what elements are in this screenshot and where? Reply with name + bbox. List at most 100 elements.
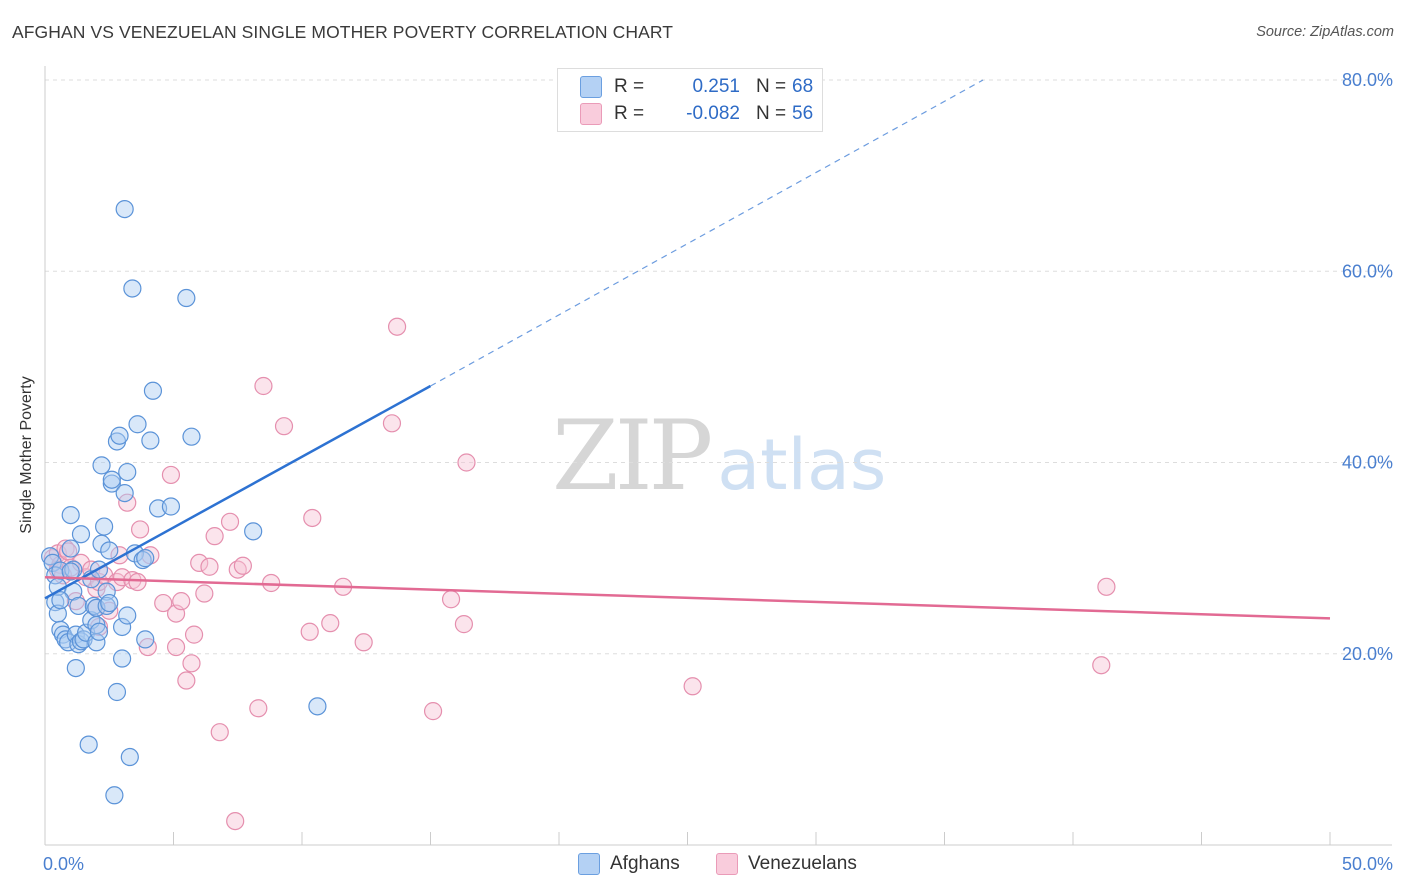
- venezuelan-point: [249, 699, 268, 718]
- afghan-point: [244, 522, 263, 541]
- venezuelan-point: [130, 520, 150, 539]
- venezuelan-point: [354, 633, 373, 652]
- afghan-point: [105, 786, 124, 805]
- afghan-point: [95, 517, 114, 536]
- venezuelan-trend-line: [44, 576, 1331, 620]
- afghan-point: [143, 381, 163, 400]
- afghan-point: [123, 279, 142, 298]
- afghan-point: [112, 649, 132, 668]
- venezuelan-point: [300, 622, 319, 641]
- afghan-point: [161, 497, 181, 516]
- afghan-point: [71, 632, 91, 651]
- venezuelan-point: [205, 527, 224, 546]
- afghan-point: [136, 549, 155, 568]
- afghan-point: [100, 541, 119, 560]
- venezuelan-point: [423, 702, 443, 721]
- venezuelan-point: [441, 590, 461, 609]
- venezuelan-point: [177, 671, 196, 690]
- venezuelan-point: [56, 539, 75, 558]
- afghan-point: [100, 593, 119, 613]
- afghan-point: [102, 474, 121, 493]
- afghan-point: [61, 562, 80, 581]
- venezuelan-point: [154, 593, 173, 613]
- afghan-point: [79, 735, 98, 754]
- venezuelan-point: [172, 592, 191, 611]
- chart-title: AFGHAN VS VENEZUELAN SINGLE MOTHER POVER…: [12, 22, 674, 42]
- venezuelan-point: [190, 553, 209, 573]
- afghan-point: [115, 484, 134, 503]
- afghan-point: [66, 658, 85, 678]
- afghan-point: [118, 606, 137, 625]
- venezuelan-point: [254, 376, 273, 396]
- afghan-point: [141, 431, 160, 450]
- y-tick-label: 20.0%: [1342, 644, 1393, 664]
- afghan-point: [308, 697, 327, 716]
- afghan-point: [89, 622, 109, 641]
- afghan-point: [120, 747, 139, 767]
- venezuelan-point: [161, 465, 181, 485]
- afghan-point: [61, 505, 80, 525]
- venezuelans-r-label: R =: [614, 103, 645, 124]
- afghan-point: [69, 596, 88, 616]
- venezuelan-point: [61, 558, 80, 577]
- bottom-afghans-label: Afghans: [610, 853, 680, 874]
- afghan-point: [61, 539, 80, 558]
- venezuelan-point: [184, 625, 204, 644]
- afghan-point: [133, 550, 152, 570]
- afghan-point: [177, 288, 196, 308]
- venezuelans-swatch: [580, 103, 602, 125]
- afghan-point: [97, 582, 116, 601]
- afghan-point: [115, 199, 134, 219]
- venezuelan-point: [200, 557, 219, 576]
- venezuelans-n-label: N =: [756, 103, 787, 124]
- venezuelan-point: [321, 614, 340, 633]
- venezuelan-point: [210, 723, 229, 742]
- afghan-point: [112, 617, 132, 637]
- venezuelan-point: [182, 654, 201, 673]
- stats-legend: R = 0.251 N = 68 R = -0.082 N = 56: [557, 68, 823, 132]
- venezuelan-point: [457, 453, 476, 472]
- afghans-r-value: 0.251: [692, 76, 740, 97]
- afghan-point: [128, 415, 147, 434]
- venezuelan-point: [382, 414, 402, 433]
- venezuelan-point: [454, 615, 474, 634]
- afghan-point: [136, 630, 155, 649]
- venezuelan-point: [274, 417, 294, 436]
- afghan-point: [118, 462, 137, 482]
- afghan-point: [110, 426, 129, 445]
- afghan-point: [102, 470, 121, 489]
- afghan-point: [92, 456, 111, 475]
- venezuelans-n-value: 56: [792, 103, 814, 124]
- afghans-swatch: [580, 76, 602, 98]
- bottom-afghans-swatch: [578, 853, 600, 875]
- afghan-point: [107, 682, 127, 702]
- venezuelan-point: [1092, 656, 1111, 675]
- y-tick-label: 40.0%: [1342, 453, 1393, 473]
- venezuelan-point: [262, 573, 281, 593]
- venezuelan-point: [195, 584, 214, 603]
- afghans-n-value: 68: [792, 76, 814, 97]
- afghan-point: [87, 633, 106, 652]
- afghan-point: [97, 596, 116, 616]
- bottom-venezuelans-label: Venezuelans: [748, 853, 857, 874]
- venezuelan-point: [303, 508, 322, 528]
- bottom-venezuelans-swatch: [716, 853, 738, 875]
- afghan-point: [84, 596, 103, 616]
- afghan-point: [51, 591, 70, 610]
- y-tick-label: 80.0%: [1342, 70, 1393, 90]
- venezuelans-r-value: -0.082: [686, 103, 740, 124]
- afghan-trend-line: [44, 384, 432, 600]
- venezuelan-point: [166, 637, 186, 657]
- venezuelan-point: [233, 556, 252, 575]
- source-label: Source: ZipAtlas.com: [1256, 24, 1394, 40]
- x-tick-label-min: 0.0%: [43, 854, 84, 874]
- afghan-point: [182, 427, 201, 446]
- y-axis-label: Single Mother Poverty: [18, 376, 35, 534]
- venezuelan-point: [220, 512, 240, 531]
- afghan-point: [71, 525, 91, 544]
- venezuelan-point: [226, 811, 245, 831]
- venezuelan-point: [128, 572, 147, 592]
- venezuelan-point: [1097, 577, 1116, 596]
- afghans-r-label: R =: [614, 76, 645, 97]
